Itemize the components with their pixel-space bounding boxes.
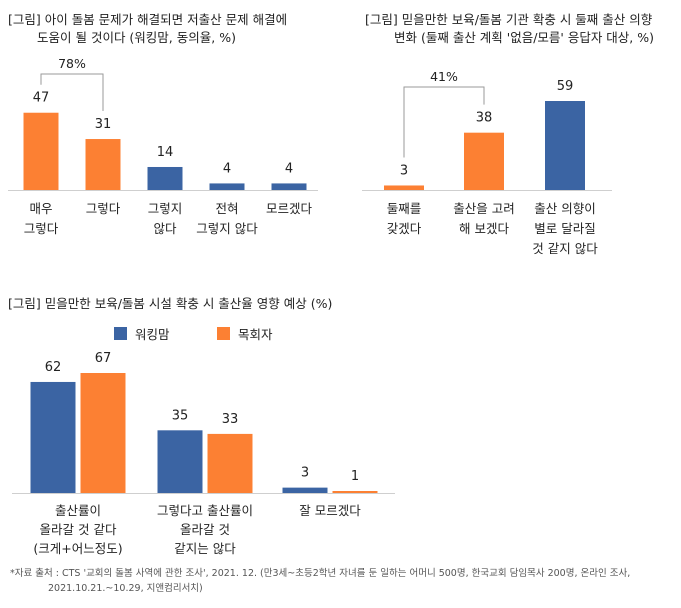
legend-swatch-orange (217, 327, 230, 340)
bar (85, 139, 121, 190)
data-label: 33 (222, 412, 239, 427)
bar (282, 487, 328, 493)
bracket-label: 78% (58, 56, 86, 71)
data-label: 47 (33, 91, 50, 106)
category-label: 그렇다고 출산률이 (157, 503, 253, 518)
category-label: (크게+어느정도) (33, 541, 122, 556)
legend-label-pastor: 목회자 (238, 327, 273, 342)
data-label: 67 (95, 351, 112, 366)
data-label: 4 (285, 161, 293, 176)
bracket-label: 41% (430, 69, 458, 84)
data-label: 14 (157, 145, 174, 160)
category-label: 그렇다 (24, 221, 59, 236)
bar (23, 112, 59, 190)
chart2-title-line2: 변화 (둘째 출산 계획 '없음/모름' 응답자 대상, %) (394, 30, 655, 45)
bracket-line (40, 73, 104, 112)
category-label: 같지는 않다 (174, 541, 236, 556)
chart3-legend-item-0: 워킹맘 (114, 324, 170, 343)
category-label: 잘 모르겠다 (299, 503, 361, 518)
legend-swatch-blue (114, 327, 127, 340)
category-label: 전혀 (215, 201, 238, 216)
source-note: *자료 출처 : CTS '교회의 돌봄 사역에 관한 조사', 2021. 1… (10, 566, 630, 596)
bar (384, 185, 424, 190)
category-label: 것 같지 않다 (532, 241, 598, 256)
source-line-1: *자료 출처 : CTS '교회의 돌봄 사역에 관한 조사', 2021. 1… (10, 568, 631, 579)
category-label: 둘째를 (387, 201, 422, 216)
source-line-2: 2021.10.21.~10.29, 지앤컴리서치) (48, 583, 203, 594)
data-label: 59 (557, 79, 574, 94)
category-label: 모르겠다 (266, 201, 313, 216)
category-label: 별로 달라질 (534, 221, 595, 236)
category-label: 그렇지 (148, 201, 183, 216)
category-label: 갖겠다 (387, 221, 422, 236)
bar (464, 132, 504, 190)
category-label: 해 보겠다 (459, 221, 509, 236)
bar (157, 430, 203, 493)
bracket-line (403, 86, 485, 158)
bar (207, 433, 253, 493)
category-label: 출산률이 (55, 503, 101, 518)
category-label: 출산 의향이 (534, 201, 595, 216)
data-label: 3 (301, 466, 309, 481)
category-label: 올라갈 것 (180, 522, 230, 537)
data-label: 31 (95, 117, 112, 132)
data-label: 1 (351, 469, 359, 484)
category-label: 않다 (153, 221, 177, 236)
bar (80, 373, 126, 493)
legend-label-working-mom: 워킹맘 (135, 327, 170, 342)
bar (30, 381, 76, 493)
bar (147, 166, 183, 190)
chart3-title: [그림] 믿을만한 보육/돌봄 시설 확충 시 출산율 영향 예상 (%) (8, 296, 333, 311)
category-label: 매우 (29, 201, 52, 216)
category-label: 올라갈 것 같다 (40, 522, 117, 537)
bar (209, 183, 245, 190)
category-label: 그렇다 (86, 201, 121, 216)
category-label: 그렇지 않다 (196, 221, 258, 236)
chart2-title-line1: [그림] 믿을만한 보육/돌봄 기관 확충 시 둘째 출산 의향 (365, 12, 653, 27)
data-label: 4 (223, 161, 231, 176)
bar (271, 183, 307, 190)
data-label: 3 (400, 163, 408, 178)
chart1-title-line2: 도움이 될 것이다 (워킹맘, 동의율, %) (37, 30, 236, 45)
data-label: 38 (476, 111, 493, 126)
data-label: 35 (172, 408, 189, 423)
bar (545, 101, 585, 190)
category-label: 출산을 고려 (453, 201, 514, 216)
chart3-legend-item-1: 목회자 (217, 324, 273, 343)
bar (332, 491, 378, 493)
data-label: 62 (45, 360, 62, 375)
chart1-title-line1: [그림] 아이 돌봄 문제가 해결되면 저출산 문제 해결에 (8, 12, 288, 27)
